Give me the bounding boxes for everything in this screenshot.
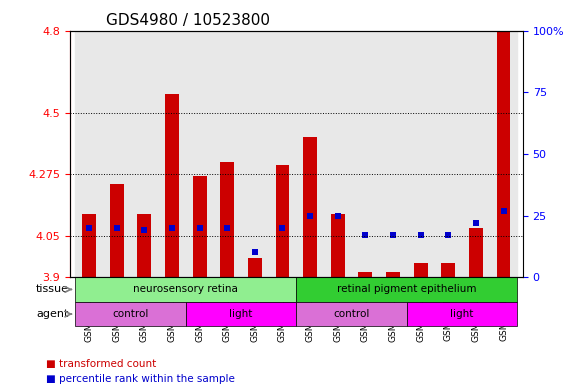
Bar bbox=[303, 137, 317, 277]
Text: light: light bbox=[229, 309, 253, 319]
Bar bbox=[296, 31, 324, 277]
Bar bbox=[220, 162, 234, 277]
FancyBboxPatch shape bbox=[296, 302, 407, 326]
Bar bbox=[131, 31, 158, 277]
Bar bbox=[241, 31, 268, 277]
Bar bbox=[110, 184, 124, 277]
Bar bbox=[358, 271, 372, 277]
FancyBboxPatch shape bbox=[407, 302, 517, 326]
Text: tissue: tissue bbox=[35, 285, 69, 295]
FancyBboxPatch shape bbox=[76, 302, 186, 326]
Text: light: light bbox=[450, 309, 474, 319]
Bar bbox=[379, 31, 407, 277]
Text: control: control bbox=[112, 309, 149, 319]
Text: agent: agent bbox=[36, 309, 69, 319]
Bar bbox=[352, 31, 379, 277]
Bar bbox=[469, 228, 483, 277]
Bar bbox=[497, 31, 511, 277]
Text: retinal pigment epithelium: retinal pigment epithelium bbox=[337, 285, 476, 295]
Bar bbox=[82, 214, 96, 277]
Bar bbox=[407, 31, 435, 277]
Text: neurosensory retina: neurosensory retina bbox=[134, 285, 238, 295]
Bar bbox=[103, 31, 131, 277]
Bar bbox=[76, 31, 103, 277]
Bar bbox=[165, 94, 179, 277]
Bar bbox=[414, 263, 428, 277]
Bar bbox=[138, 214, 151, 277]
Bar bbox=[442, 263, 455, 277]
Text: control: control bbox=[333, 309, 370, 319]
FancyBboxPatch shape bbox=[76, 277, 296, 302]
Bar bbox=[158, 31, 186, 277]
Bar bbox=[462, 31, 490, 277]
FancyBboxPatch shape bbox=[296, 277, 517, 302]
Bar bbox=[186, 31, 213, 277]
Bar bbox=[435, 31, 462, 277]
Bar bbox=[490, 31, 517, 277]
Text: GDS4980 / 10523800: GDS4980 / 10523800 bbox=[106, 13, 270, 28]
Bar bbox=[248, 258, 262, 277]
Bar bbox=[324, 31, 352, 277]
Text: ■ percentile rank within the sample: ■ percentile rank within the sample bbox=[46, 374, 235, 384]
FancyBboxPatch shape bbox=[186, 302, 296, 326]
Bar bbox=[331, 214, 345, 277]
Bar bbox=[275, 165, 289, 277]
Bar bbox=[268, 31, 296, 277]
Bar bbox=[213, 31, 241, 277]
Bar bbox=[193, 176, 206, 277]
Bar bbox=[386, 271, 400, 277]
Text: ■ transformed count: ■ transformed count bbox=[46, 359, 157, 369]
